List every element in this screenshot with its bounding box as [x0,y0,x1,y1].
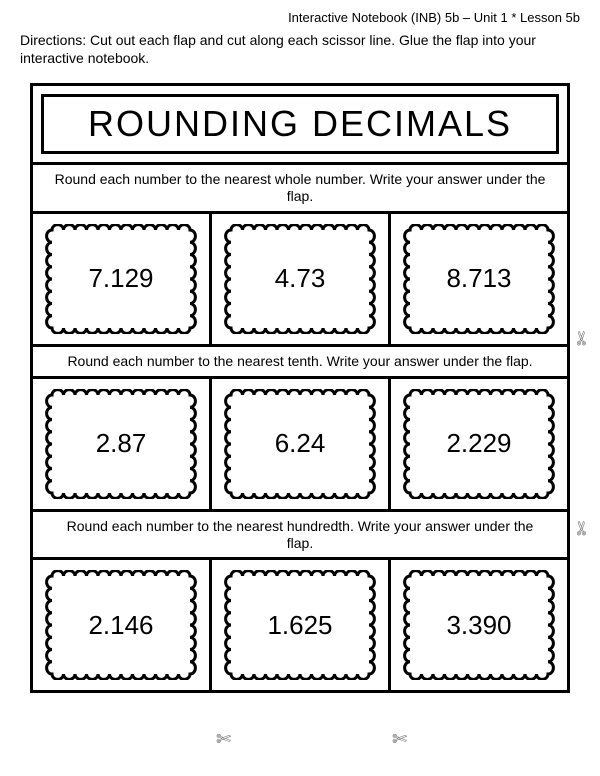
flap-cell: 7.129 [33,214,212,344]
worksheet-container: ROUNDING DECIMALS Round each number to t… [30,83,570,693]
scallop-frame: 2.146 [41,570,201,680]
scissors-icon: ✄ [216,729,231,750]
scissors-icon: ✄ [572,331,593,346]
flap-number: 1.625 [267,610,332,641]
flap-number: 8.713 [446,263,511,294]
flap-number: 6.24 [275,428,326,459]
scallop-frame: 8.713 [399,224,559,334]
scallop-frame: 2.229 [399,389,559,499]
flap-cell: 2.87 [33,379,212,509]
flap-number: 2.146 [88,610,153,641]
flap-row-1: 7.129 4.73 8.713 [33,211,567,344]
section-whole-number: Round each number to the nearest whole n… [33,162,567,344]
scallop-frame: 3.390 [399,570,559,680]
flap-cell: 1.625 [212,560,391,690]
title-box: ROUNDING DECIMALS [41,94,559,154]
flap-number: 7.129 [88,263,153,294]
flap-row-3: 2.146 1.625 3.390 [33,557,567,690]
section-tenth: Round each number to the nearest tenth. … [33,344,567,509]
scallop-frame: 4.73 [220,224,380,334]
flap-cell: 2.146 [33,560,212,690]
worksheet-title: ROUNDING DECIMALS [48,103,552,145]
instruction-tenth: Round each number to the nearest tenth. … [33,347,567,376]
scallop-frame: 6.24 [220,389,380,499]
flap-cell: 3.390 [391,560,567,690]
flap-number: 4.73 [275,263,326,294]
instruction-whole: Round each number to the nearest whole n… [33,165,567,211]
scallop-frame: 7.129 [41,224,201,334]
flap-number: 2.229 [446,428,511,459]
directions-text: Directions: Cut out each flap and cut al… [0,27,600,75]
header-text: Interactive Notebook (INB) 5b – Unit 1 *… [0,0,600,27]
scallop-frame: 1.625 [220,570,380,680]
flap-row-2: 2.87 6.24 2.229 [33,376,567,509]
flap-cell: 8.713 [391,214,567,344]
instruction-hundredth: Round each number to the nearest hundred… [33,512,567,558]
flap-cell: 4.73 [212,214,391,344]
section-hundredth: Round each number to the nearest hundred… [33,509,567,691]
scissors-icon: ✄ [572,521,593,536]
flap-number: 2.87 [96,428,147,459]
flap-number: 3.390 [446,610,511,641]
flap-cell: 6.24 [212,379,391,509]
scissors-icon: ✄ [392,729,407,750]
flap-cell: 2.229 [391,379,567,509]
scallop-frame: 2.87 [41,389,201,499]
